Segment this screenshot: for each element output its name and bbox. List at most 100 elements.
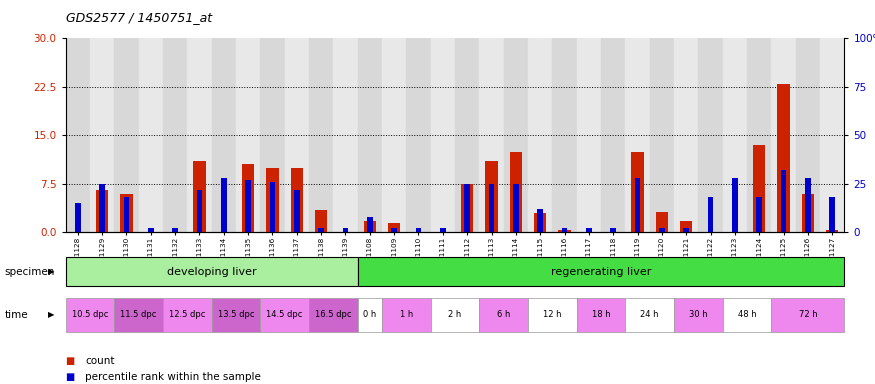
Bar [528,38,552,232]
Bar [753,145,766,232]
Text: 0 h: 0 h [363,310,376,319]
Bar [659,228,665,232]
Text: 6 h: 6 h [497,310,510,319]
Bar [778,84,789,232]
Bar [66,38,90,232]
Bar [577,298,626,332]
Bar [626,298,674,332]
Text: ■: ■ [66,356,75,366]
Bar [343,228,348,232]
Bar [221,178,227,232]
Text: 16.5 dpc: 16.5 dpc [315,310,352,319]
Text: 2 h: 2 h [448,310,462,319]
Bar [123,197,130,232]
Bar [558,230,570,232]
Bar [358,257,844,286]
Bar [504,38,528,232]
Bar [723,38,747,232]
Bar [465,184,470,232]
Bar [552,38,577,232]
Bar [406,38,430,232]
Bar [683,228,689,232]
Text: 11.5 dpc: 11.5 dpc [121,310,157,319]
Text: 1 h: 1 h [400,310,413,319]
Bar [100,184,105,232]
Text: ■: ■ [66,372,75,382]
Bar [772,38,795,232]
Bar [440,228,445,232]
Bar [489,184,494,232]
Text: 10.5 dpc: 10.5 dpc [72,310,108,319]
Bar [634,178,640,232]
Bar [680,221,692,232]
Bar [66,257,358,286]
Bar [430,298,480,332]
Bar [121,194,132,232]
Bar [115,298,163,332]
Text: 72 h: 72 h [799,310,817,319]
Bar [388,223,400,232]
Bar [284,38,309,232]
Text: GDS2577 / 1450751_at: GDS2577 / 1450751_at [66,12,212,25]
Bar [364,221,376,232]
Bar [537,209,542,232]
Bar [586,228,592,232]
Bar [309,38,333,232]
Bar [358,298,382,332]
Text: 13.5 dpc: 13.5 dpc [218,310,255,319]
Bar [115,38,138,232]
Bar [358,38,382,232]
Bar [245,180,251,232]
Bar [368,217,373,232]
Bar [486,161,498,232]
Bar [632,152,644,232]
Bar [66,298,115,332]
Bar [757,197,762,232]
Bar [795,38,820,232]
Bar [96,190,108,232]
Bar [172,228,178,232]
Text: ▶: ▶ [47,267,54,276]
Text: 48 h: 48 h [738,310,756,319]
Text: percentile rank within the sample: percentile rank within the sample [85,372,261,382]
Bar [212,298,261,332]
Bar [674,38,698,232]
Bar [820,38,844,232]
Bar [236,38,261,232]
Text: 12 h: 12 h [543,310,562,319]
Bar [747,38,772,232]
Bar [333,38,358,232]
Text: time: time [4,310,28,320]
Bar [708,197,713,232]
Bar [455,38,480,232]
Bar [391,228,397,232]
Bar [430,38,455,232]
Bar [212,38,236,232]
Text: specimen: specimen [4,266,55,277]
Bar [318,228,324,232]
Text: 24 h: 24 h [640,310,659,319]
Bar [626,38,650,232]
Bar [534,213,546,232]
Text: count: count [85,356,115,366]
Text: regenerating liver: regenerating liver [551,266,651,277]
Bar [290,168,303,232]
Bar [163,38,187,232]
Bar [611,228,616,232]
Text: ▶: ▶ [47,310,54,319]
Bar [805,178,810,232]
Bar [266,168,278,232]
Bar [480,298,528,332]
Bar [802,194,814,232]
Bar [772,298,844,332]
Bar [294,190,299,232]
Bar [163,298,212,332]
Bar [309,298,358,332]
Bar [528,298,577,332]
Text: 30 h: 30 h [689,310,708,319]
Bar [510,152,522,232]
Bar [826,230,838,232]
Bar [562,228,567,232]
Bar [674,298,723,332]
Bar [732,178,738,232]
